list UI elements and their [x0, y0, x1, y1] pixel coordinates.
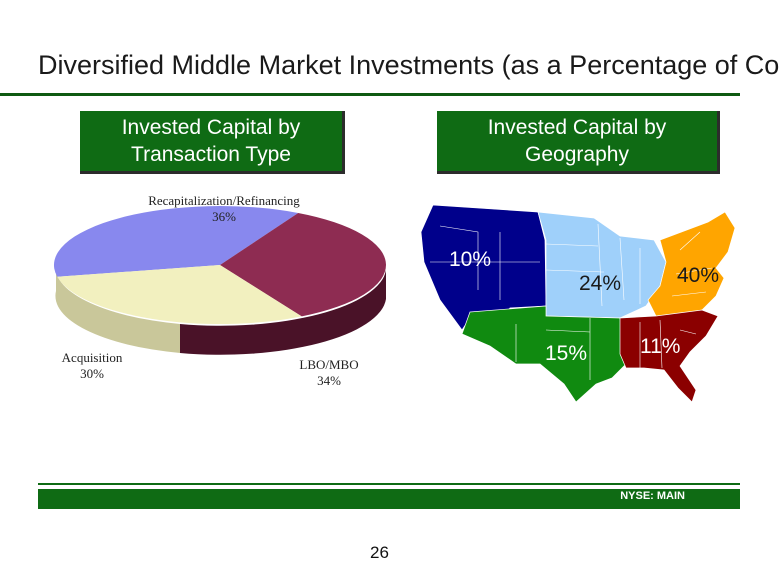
pie-slice-acquisition	[57, 265, 302, 325]
pie-label-lbo-name: LBO/MBO	[299, 357, 358, 372]
geography-header-line2: Geography	[525, 143, 629, 166]
transaction-type-pie-chart: Recapitalization/Refinancing 36% LBO/MBO…	[53, 193, 386, 388]
map-label-southwest: 15%	[545, 342, 587, 365]
map-label-northeast: 40%	[677, 264, 719, 287]
footer-ticker: NYSE: MAIN	[620, 490, 685, 502]
transaction-type-header: Invested Capital by Transaction Type	[80, 111, 345, 174]
geography-header: Invested Capital by Geography	[437, 111, 720, 174]
pie-label-acquisition-name: Acquisition	[62, 350, 123, 365]
transaction-type-header-line1: Invested Capital by	[121, 116, 301, 139]
map-region-northeast	[647, 211, 736, 321]
map-label-midwest: 24%	[579, 272, 621, 295]
map-region-southwest	[461, 305, 629, 403]
footer-rule	[38, 483, 740, 485]
slide-title: Diversified Middle Market Investments (a…	[38, 50, 780, 80]
geography-map: 10% 24% 40% 15% 11%	[420, 204, 736, 403]
pie-slice-lbo-mbo	[220, 213, 386, 317]
map-state-lines	[430, 223, 713, 380]
title-divider	[0, 93, 740, 96]
page-number: 26	[370, 543, 389, 562]
pie-label-recap-name: Recapitalization/Refinancing	[148, 193, 300, 208]
pie-side-acquisition	[55, 262, 180, 353]
map-region-southeast	[619, 309, 719, 403]
pie-slice-recapitalization	[53, 206, 299, 277]
transaction-type-header-line2: Transaction Type	[131, 143, 291, 166]
pie-label-recap-value: 36%	[212, 209, 236, 224]
map-label-west: 10%	[449, 248, 491, 271]
pie-label-lbo-value: 34%	[317, 373, 341, 388]
map-label-southeast: 11%	[640, 335, 680, 358]
geography-header-line1: Invested Capital by	[487, 116, 667, 139]
footer-bar	[38, 489, 740, 509]
pie-side-lbo	[180, 270, 386, 355]
pie-label-acquisition-value: 30%	[80, 366, 104, 381]
